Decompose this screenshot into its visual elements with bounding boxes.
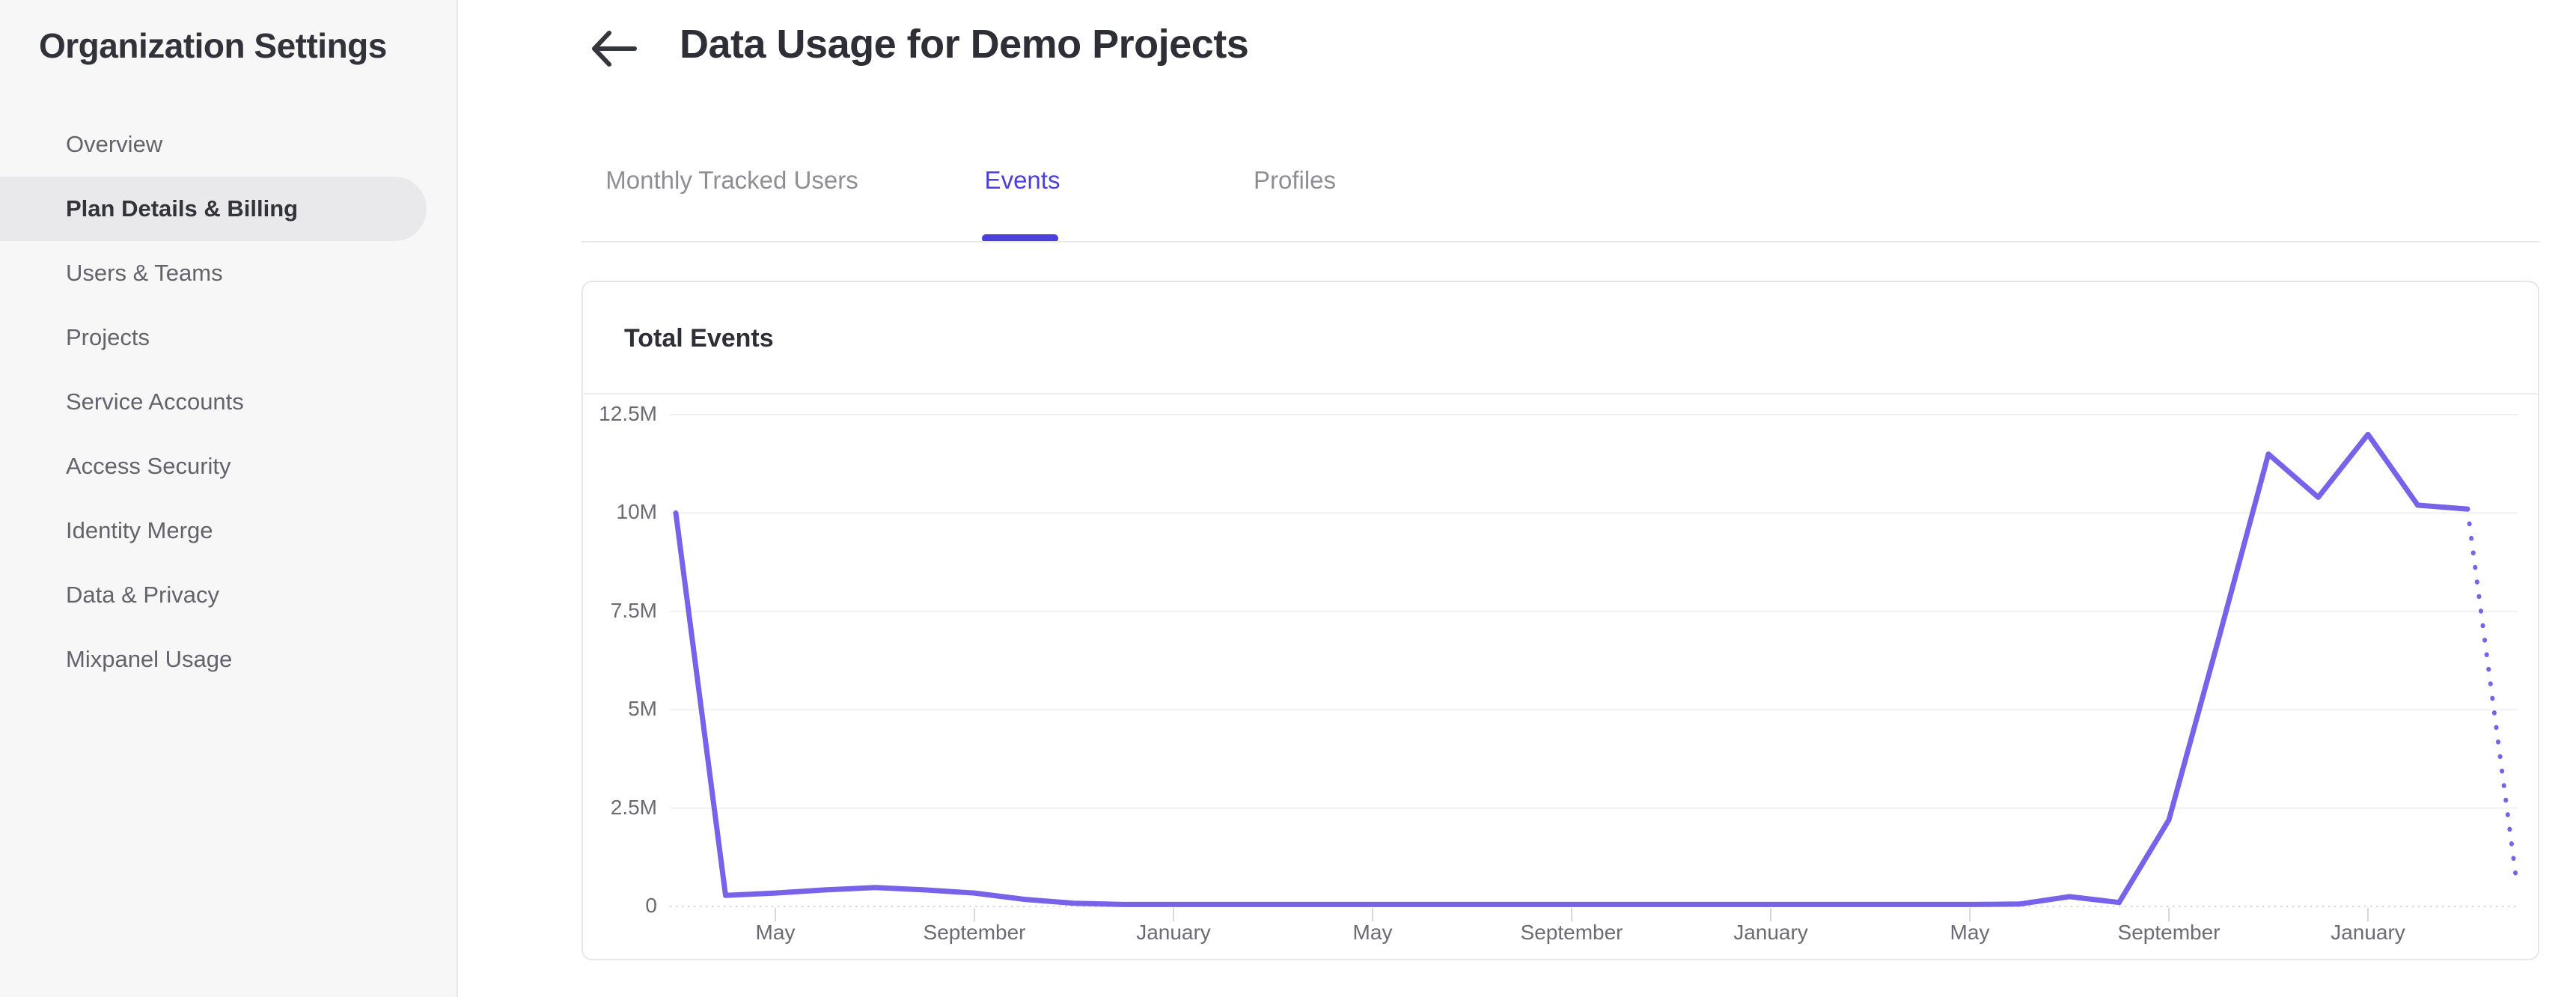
active-tab-underline <box>982 234 1058 243</box>
y-tick-label: 7.5M <box>610 598 657 622</box>
tab-monthly-tracked-users[interactable]: Monthly Tracked Users <box>605 166 858 194</box>
sidebar: Organization Settings Overview Plan Detai… <box>0 0 458 997</box>
sidebar-nav: Overview Plan Details & Billing Users & Te… <box>0 112 457 692</box>
total-events-line-chart <box>670 414 2520 921</box>
sidebar-item-service-accounts[interactable]: Service Accounts <box>66 388 244 415</box>
sidebar-item-mixpanel-usage[interactable]: Mixpanel Usage <box>66 646 233 672</box>
sidebar-item-projects[interactable]: Projects <box>66 324 150 350</box>
y-tick-label: 0 <box>645 894 657 917</box>
sidebar-title: Organization Settings <box>39 26 387 65</box>
card-divider <box>583 393 2538 394</box>
tabs-divider <box>582 241 2539 243</box>
page-title: Data Usage for Demo Projects <box>680 22 1249 67</box>
series-line-dotted-projection <box>2465 507 2520 889</box>
usage-card: Total Events <box>582 281 2539 960</box>
x-tick-label: January <box>1136 921 1211 944</box>
sidebar-item-data-privacy[interactable]: Data & Privacy <box>66 582 220 608</box>
left-arrow-icon <box>592 31 637 67</box>
y-tick-label: 12.5M <box>599 402 657 425</box>
sidebar-item-overview[interactable]: Overview <box>66 131 163 157</box>
y-tick-label: 2.5M <box>610 795 657 819</box>
x-tick-label: September <box>2117 921 2221 944</box>
x-tick-label: January <box>1733 921 1808 944</box>
x-tick-label: May <box>1950 921 1990 944</box>
tab-profiles[interactable]: Profiles <box>1253 166 1337 194</box>
back-button[interactable] <box>588 25 641 72</box>
card-title: Total Events <box>624 324 774 353</box>
sidebar-item-users-teams[interactable]: Users & Teams <box>66 260 223 286</box>
series-line-total-events <box>673 431 2470 907</box>
sidebar-item-plan-details-billing[interactable]: Plan Details & Billing <box>0 177 427 241</box>
y-tick-label: 10M <box>616 500 657 524</box>
x-tick-label: May <box>755 921 796 944</box>
x-tick-label: May <box>1352 921 1393 944</box>
sidebar-item-identity-merge[interactable]: Identity Merge <box>66 517 213 543</box>
tab-events[interactable]: Events <box>984 166 1060 194</box>
x-tick-label: January <box>2331 921 2405 944</box>
x-tick-label: September <box>923 921 1026 944</box>
x-tick-label: September <box>1520 921 1623 944</box>
y-tick-label: 5M <box>628 697 657 721</box>
sidebar-item-access-security[interactable]: Access Security <box>66 453 231 479</box>
